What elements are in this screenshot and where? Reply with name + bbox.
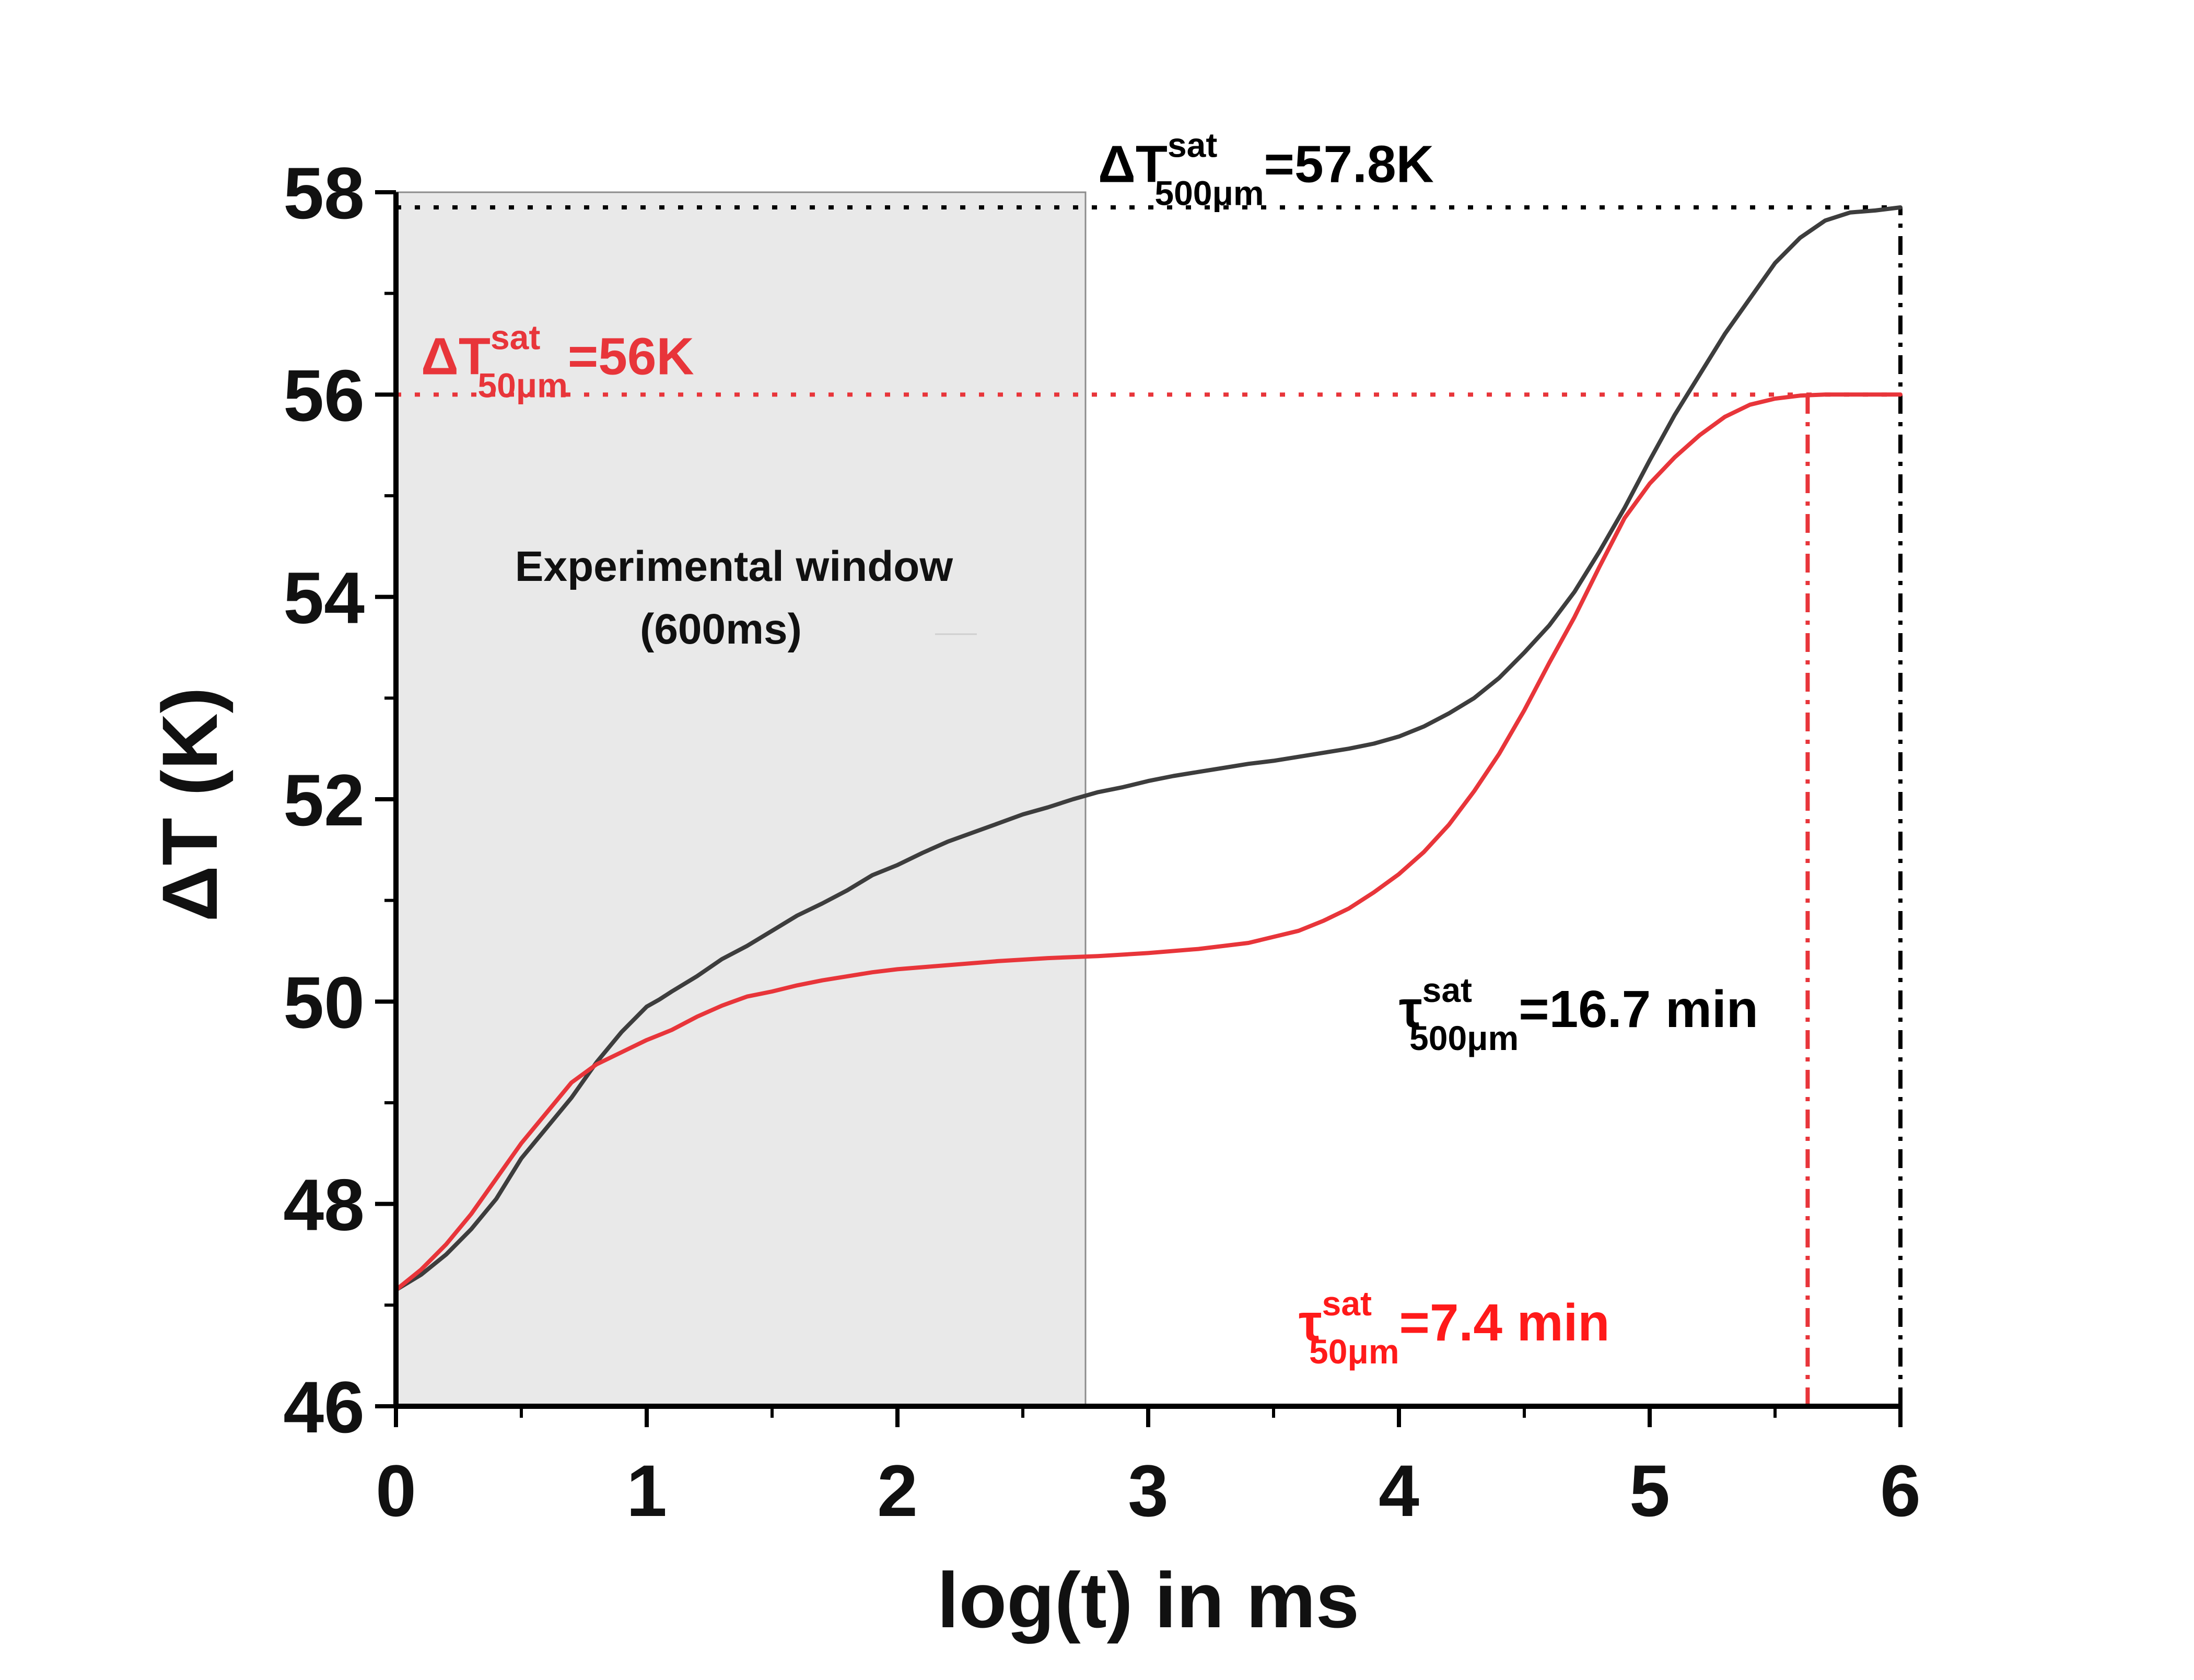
y-axis-title: ΔT (K) — [146, 687, 234, 921]
x-tick-label: 6 — [1880, 1450, 1921, 1532]
annotation-superscript: sat — [1422, 971, 1472, 1009]
annotation-value: =7.4 min — [1399, 1293, 1610, 1352]
x-axis-title: log(t) in ms — [937, 1556, 1359, 1644]
x-tick-label: 4 — [1379, 1450, 1419, 1532]
annotation-superscript: sat — [1322, 1284, 1372, 1323]
x-tick-label: 1 — [626, 1450, 667, 1532]
y-tick-label: 58 — [283, 152, 365, 234]
annotation-subscript: 500μm — [1154, 174, 1264, 213]
annotation-dt_500: ΔTsat 500μm=57.8K — [1098, 126, 1434, 213]
annotation-value: =57.8K — [1264, 135, 1434, 194]
y-tick-label: 56 — [283, 354, 365, 436]
y-tick-label: 54 — [283, 557, 365, 639]
reference-lines — [396, 205, 1903, 1406]
y-tick-label: 52 — [283, 759, 365, 841]
annotation-value: =56K — [568, 328, 694, 386]
series-line-500µm — [394, 205, 1903, 1292]
experimental-window-duration: (600ms) — [640, 605, 802, 653]
x-tick-label: 2 — [877, 1450, 918, 1532]
annotation-superscript: sat — [491, 318, 540, 357]
annotation-value: =16.7 min — [1519, 980, 1758, 1039]
series-group — [394, 205, 1903, 1292]
y-tick-label: 48 — [283, 1164, 365, 1246]
annotation-symbol: τ — [1299, 1293, 1322, 1352]
annotation-subscript: 50μm — [477, 366, 567, 405]
experimental-window-label: Experimental window — [515, 543, 953, 590]
annotation-symbol: ΔT — [421, 328, 491, 386]
annotation-subscript: 500μm — [1409, 1019, 1519, 1057]
x-tick-label: 5 — [1629, 1450, 1670, 1532]
y-tick-label: 46 — [283, 1366, 365, 1448]
x-tick-label: 0 — [376, 1450, 416, 1532]
y-tick-label: 50 — [283, 961, 365, 1043]
annotation-dt_50: ΔTsat 50μm=56K — [421, 318, 694, 405]
x-tick-label: 3 — [1128, 1450, 1169, 1532]
series-line-50µm — [394, 392, 1903, 1292]
annotation-subscript: 50μm — [1309, 1332, 1399, 1371]
annotation-tau_50: τsat 50μm=7.4 min — [1299, 1284, 1610, 1371]
annotation-symbol: ΔT — [1098, 135, 1168, 194]
annotation-tau_500: τsat 500μm=16.7 min — [1399, 971, 1758, 1057]
annotation-symbol: τ — [1399, 980, 1422, 1039]
annotation-superscript: sat — [1168, 126, 1217, 165]
